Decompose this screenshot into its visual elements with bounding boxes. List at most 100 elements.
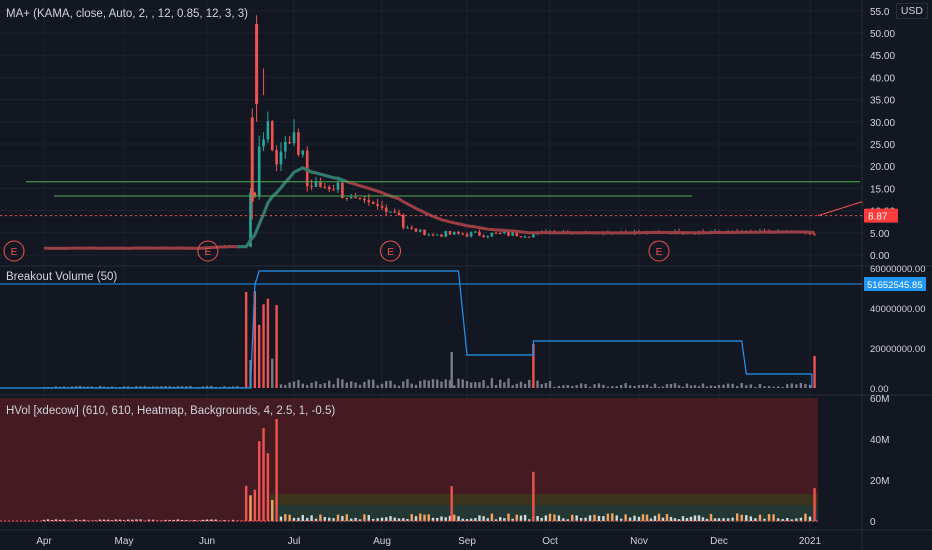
volume-bar [786,384,789,388]
volume-bar [653,383,657,388]
price-axis-tick: 35.00 [870,96,895,107]
candle [498,232,502,234]
candle [397,212,401,215]
hvol-bar [319,514,322,521]
candle [410,227,414,229]
hvol-bar [389,516,392,521]
hvol-bar [557,515,561,521]
hvol-bar [214,519,217,521]
hvol-bar [336,514,340,521]
volume-bar [515,383,518,388]
hvol-bar [310,515,313,521]
volume-bar [726,383,730,388]
candle [297,132,300,155]
hvol-bar [507,513,510,521]
price-indicator-label[interactable]: MA+ (KAMA, close, Auto, 2, , 12, 0.85, 1… [6,8,248,20]
volume-bar [767,386,771,388]
hvol-bar [689,516,693,521]
hvol-bar [620,518,623,521]
volume-bar [465,381,469,388]
volume-bar [776,386,780,388]
hvol-bar [786,517,789,521]
hvol-bar [602,516,605,521]
volume-bar [677,385,681,388]
hvol-bar [180,520,184,521]
volume-bar [292,381,296,388]
price-axis-tick: 45.00 [870,51,895,62]
hvol-bar [465,519,469,521]
hvol-bar [323,517,326,521]
candle [270,121,274,151]
volume-bar [588,386,592,388]
hvol-bar [414,516,418,521]
volume-bar [414,384,418,388]
volume-bar [164,386,167,388]
hvol-bar [126,519,130,521]
volume-bar [301,383,304,388]
price-axis-tick: 40.00 [870,73,895,84]
volume-bar [620,384,623,388]
time-axis-label: Nov [630,536,648,547]
earnings-marker [648,240,670,262]
candle [262,139,265,147]
volume-bar [705,386,709,388]
volume-bar [511,385,514,388]
volume-bar [731,383,734,388]
volume-bar [736,386,739,388]
volume-bar [804,384,807,388]
candle [389,211,392,213]
volume-bar [231,386,235,388]
hvol-bar [673,518,677,521]
hvol-bar [372,518,375,521]
candle [367,200,371,203]
hvol-bar [532,471,535,521]
projection-line [817,201,863,217]
volume-bar [306,385,309,388]
hvol-bar [131,519,134,521]
hvol-background-band [270,505,818,522]
hvol-bar [767,514,771,521]
candle [418,229,422,232]
hvol-bar [271,500,274,521]
hvol-bar [168,519,171,521]
candle [474,231,477,233]
hvol-bar [450,486,453,521]
hvol-bar [358,519,362,521]
breakout-value-badge-label: 51652545.85 [867,280,922,291]
time-axis-label: Apr [36,536,52,547]
candle [376,203,379,206]
volume-bar [544,383,548,388]
candle [279,151,283,165]
price-axis-tick: 0.00 [870,251,890,262]
currency-badge[interactable]: USD [895,3,928,19]
volume-bar [176,386,180,388]
hvol-bar [482,516,485,521]
volume-bar [90,386,94,388]
hvol-bar [410,514,413,521]
volume-bar [297,379,300,388]
hvol-label[interactable]: HVol [xdecow] (610, 610, Heatmap, Backgr… [6,405,336,417]
hvol-bar [701,517,705,521]
volume-bar [453,385,456,388]
hvol-bar [677,519,681,521]
volume-bar [397,385,401,388]
volume-bar [275,305,278,388]
hvol-bar [499,517,502,521]
hvol-bar [354,517,357,521]
hvol-bar [754,518,757,521]
breakout-volume-label[interactable]: Breakout Volume (50) [6,271,118,283]
hvol-bar [210,519,213,521]
kama-line-up [237,166,348,249]
hvol-bar [297,517,300,521]
volume-bar [156,386,159,388]
hvol-bar [139,519,142,521]
volume-bar [790,383,793,388]
volume-bar [78,386,82,388]
hvol-bar [503,518,506,521]
volume-bar [575,385,578,388]
candle [515,232,519,237]
volume-bar [363,381,366,388]
hvol-bar [147,519,151,521]
candle [532,233,535,238]
